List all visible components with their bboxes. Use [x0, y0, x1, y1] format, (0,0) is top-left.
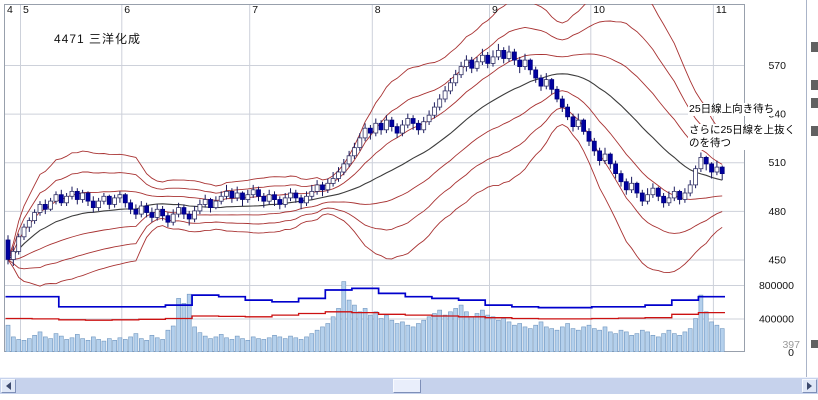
scrollbar-thumb[interactable]: [393, 379, 421, 393]
svg-text:10: 10: [593, 4, 605, 16]
ma25-line: [7, 73, 723, 260]
clipped-text-fragment: [811, 126, 818, 136]
clipped-text-fragment: [811, 340, 818, 348]
gridlines: [4, 4, 745, 352]
plot-frame: [4, 4, 745, 352]
svg-text:5: 5: [23, 4, 29, 16]
volume-bars: [5, 281, 725, 352]
svg-text:9: 9: [492, 4, 498, 16]
svg-text:480: 480: [768, 206, 786, 218]
plot-area: [5, 4, 725, 352]
bollinger-upper-3: [7, 4, 723, 260]
annotation-note-1: 25日線上向き待ち: [688, 103, 776, 116]
bollinger-lower-3: [7, 123, 723, 287]
svg-text:800000: 800000: [759, 280, 794, 292]
annotation-note-2: さらに25日線を上抜く のを待つ: [688, 124, 797, 150]
bollinger-upper-2: [7, 20, 723, 260]
bollinger-lower-1: [8, 90, 723, 260]
left-arrow-icon: [6, 382, 11, 390]
svg-text:570: 570: [768, 60, 786, 72]
horizontal-scrollbar[interactable]: [0, 377, 818, 394]
svg-text:6: 6: [124, 4, 130, 16]
bollinger-upper-1: [7, 53, 723, 260]
scroll-right-button[interactable]: [802, 379, 817, 393]
svg-text:4: 4: [7, 4, 13, 16]
candles: [5, 43, 725, 266]
margin-buy-line: [5, 287, 725, 309]
svg-text:510: 510: [768, 157, 786, 169]
svg-text:0: 0: [788, 347, 794, 359]
margin-sell-line: [5, 311, 725, 321]
chart-title: 4471 三洋化成: [54, 32, 142, 46]
clipped-text-fragment: [811, 42, 818, 52]
last-volume-label: 397: [782, 339, 800, 351]
svg-text:7: 7: [252, 4, 258, 16]
svg-text:8: 8: [375, 4, 381, 16]
svg-text:400000: 400000: [759, 314, 794, 326]
svg-text:450: 450: [768, 255, 786, 267]
svg-text:11: 11: [716, 4, 727, 16]
clipped-text-fragment: [811, 80, 818, 90]
scroll-left-button[interactable]: [1, 379, 16, 393]
panel-divider: [806, 0, 807, 377]
right-arrow-icon: [807, 382, 812, 390]
clipped-text-fragment: [811, 98, 818, 108]
